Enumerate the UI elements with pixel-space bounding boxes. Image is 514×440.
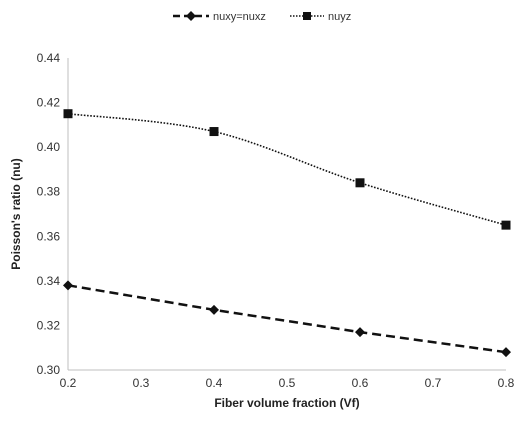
- x-axis-title: Fiber volume fraction (Vf): [214, 396, 359, 410]
- series-nuyz: [63, 109, 511, 230]
- x-tick-label: 0.3: [133, 376, 150, 390]
- y-axis-title: Poisson's ratio (nu): [9, 158, 23, 270]
- legend-item-nuxy-nuxz: nuxy=nuxz: [173, 11, 266, 23]
- x-tick-label: 0.6: [352, 376, 369, 390]
- data-point: [209, 127, 219, 137]
- data-point: [355, 327, 365, 338]
- data-point: [63, 280, 73, 291]
- plot-area: [63, 109, 511, 358]
- legend-marker-nuxy-nuxz: [186, 11, 196, 21]
- y-tick-label: 0.30: [37, 363, 61, 377]
- data-point: [501, 220, 511, 230]
- series-line: [67, 284, 507, 354]
- legend-label-nuxy-nuxz: nuxy=nuxz: [213, 11, 266, 23]
- axes: [67, 58, 506, 371]
- data-point: [209, 304, 219, 315]
- legend-item-nuyz: nuyz: [290, 11, 351, 23]
- series-nuxy-nuxz: [63, 280, 511, 358]
- data-point: [63, 109, 73, 119]
- x-tick-label: 0.8: [498, 376, 514, 390]
- series-line: [67, 112, 507, 226]
- y-tick-label: 0.34: [37, 274, 61, 288]
- x-tick-labels: 0.2 0.3 0.4 0.5 0.6 0.7 0.8: [60, 376, 514, 390]
- data-point: [501, 347, 511, 358]
- y-tick-labels: 0.30 0.32 0.34 0.36 0.38 0.40 0.42 0.44: [37, 51, 61, 377]
- data-point: [355, 178, 365, 188]
- legend-marker-nuyz: [303, 12, 311, 20]
- y-tick-label: 0.38: [37, 185, 61, 199]
- y-tick-label: 0.32: [37, 318, 61, 332]
- x-tick-label: 0.5: [279, 376, 296, 390]
- y-tick-label: 0.36: [37, 229, 61, 243]
- y-tick-label: 0.42: [37, 96, 61, 110]
- x-tick-label: 0.2: [60, 376, 77, 390]
- y-tick-label: 0.44: [37, 51, 61, 65]
- y-tick-label: 0.40: [37, 140, 61, 154]
- legend-label-nuyz: nuyz: [328, 11, 351, 23]
- x-tick-label: 0.7: [425, 376, 442, 390]
- x-tick-label: 0.4: [206, 376, 223, 390]
- legend: nuxy=nuxz nuyz: [173, 11, 351, 23]
